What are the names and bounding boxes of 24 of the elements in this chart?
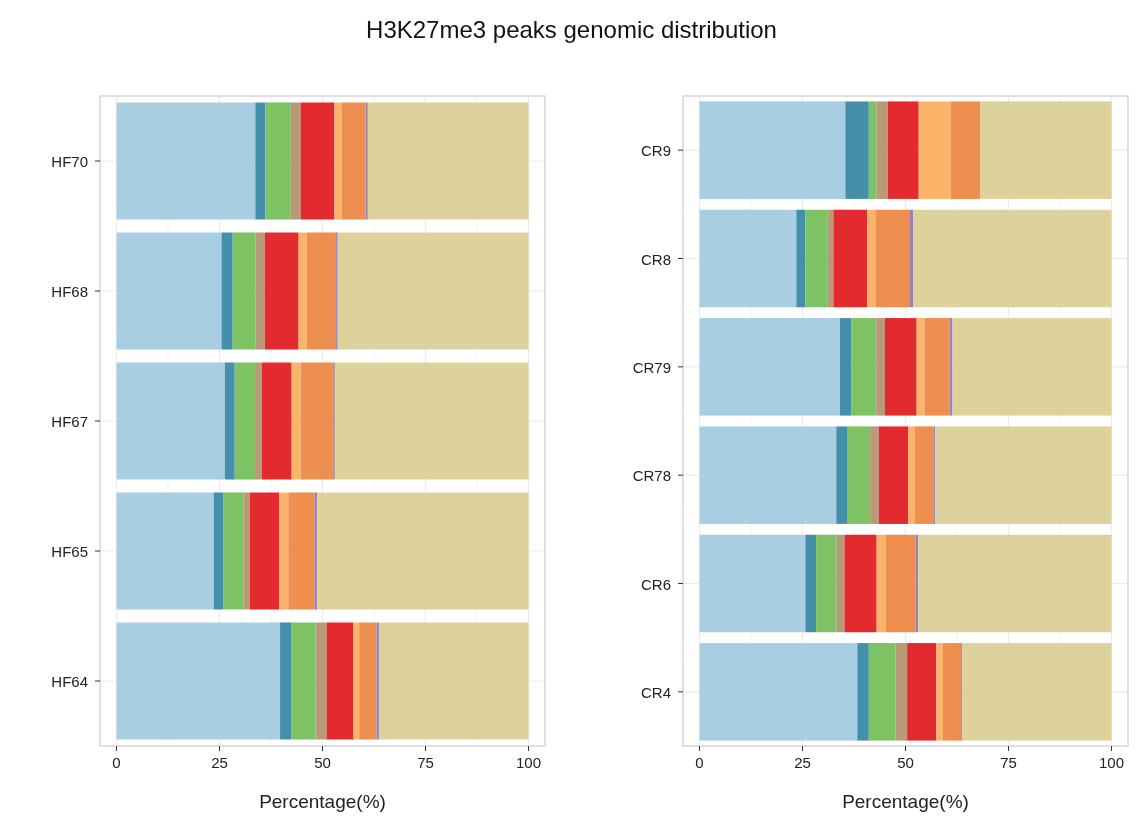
x-tick-label: 0 xyxy=(695,754,704,771)
y-tick-label: HF70 xyxy=(51,153,88,170)
x-tick-label: 25 xyxy=(211,754,228,771)
y-tick-label: HF65 xyxy=(51,543,88,560)
y-tick-label: CR78 xyxy=(632,467,671,485)
x-tick-label: 75 xyxy=(417,754,434,771)
x-tick-label: 100 xyxy=(516,754,542,771)
x-tick-label: 50 xyxy=(897,754,914,771)
x-tick-label: 0 xyxy=(112,754,121,771)
x-tick-label: 100 xyxy=(1099,754,1125,771)
y-tick-label: HF68 xyxy=(51,283,88,300)
x-tick-label: 25 xyxy=(794,754,811,771)
y-tick-label: HF67 xyxy=(51,413,88,430)
y-tick-label: CR9 xyxy=(640,142,671,160)
y-tick-label: CR79 xyxy=(632,358,671,376)
y-tick-label: CR6 xyxy=(640,575,671,593)
y-tick-label: CR8 xyxy=(640,250,671,268)
y-tick-label: CR4 xyxy=(640,683,671,701)
x-axis-title: Percentage(%) xyxy=(259,791,386,812)
x-axis-title: Percentage(%) xyxy=(842,791,969,812)
y-tick-label: HF64 xyxy=(51,673,88,690)
x-tick-label: 50 xyxy=(314,754,331,771)
x-tick-label: 75 xyxy=(1000,754,1017,771)
chart-title: H3K27me3 peaks genomic distribution xyxy=(366,16,777,43)
